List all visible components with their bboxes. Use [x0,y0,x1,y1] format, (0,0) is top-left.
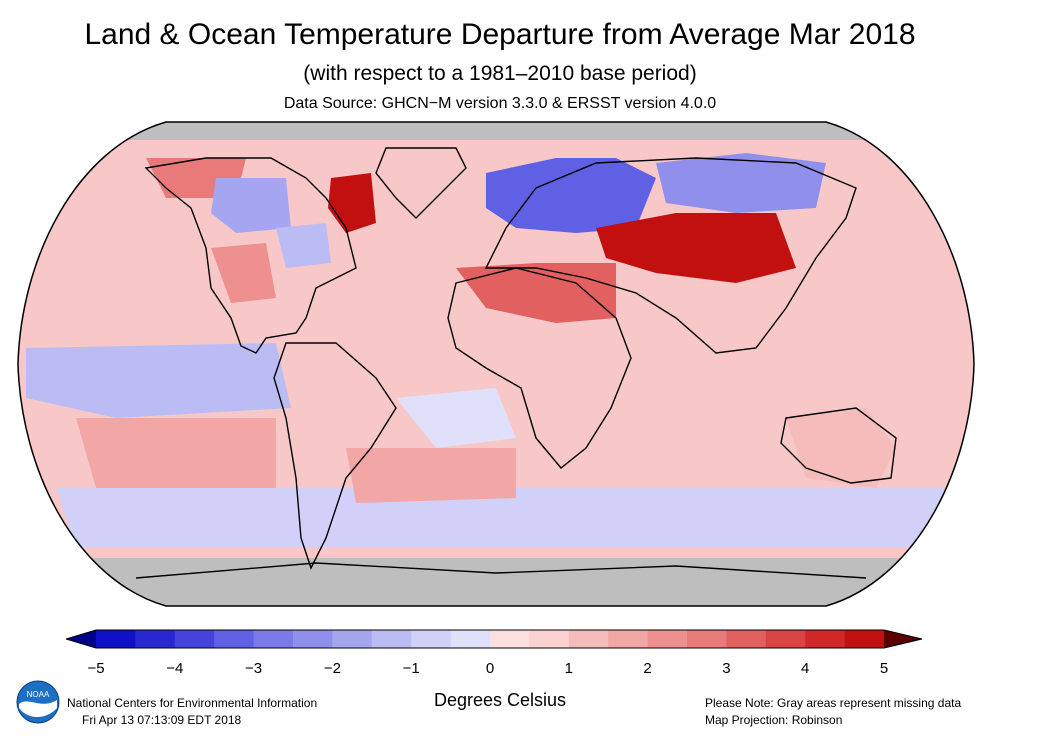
colorbar-cell [805,630,846,648]
map-frame [17,121,975,607]
colorbar-cell [490,630,530,648]
colorbar-cell [135,630,176,648]
world-map [17,121,975,607]
map-title: Land & Ocean Temperature Departure from … [84,18,916,51]
colorbar-tick-label: 3 [722,660,731,677]
colorbar-tick-label: −4 [166,660,184,677]
australia-outline [780,407,897,484]
map-subtitle: (with respect to a 1981–2010 base period… [303,62,697,85]
missing-antarctic [18,558,974,606]
projection-note: Map Projection: Robinson [705,713,843,727]
region-southeast-united-states-mexico [211,243,276,303]
colorbar-tick-label: −1 [402,660,420,677]
colorbar-under-arrow [66,630,96,648]
colorbar-tick-label: 1 [564,660,573,677]
colorbar-cell [765,630,806,648]
colorbar [66,629,923,649]
colorbar-cell [96,630,136,648]
region-central-canada [211,178,291,233]
colorbar-tick-label: 2 [643,660,652,677]
region-eastern-united-states [276,223,331,268]
region-australia [786,408,896,488]
colorbar-cell [371,630,412,648]
colorbar-tick-label: −3 [245,660,263,677]
timestamp: Fri Apr 13 07:13:09 EDT 2018 [82,713,242,727]
antarctica-outline [135,562,867,579]
colorbar-ticks: −5 −4 −3 −2 −1 0 1 2 3 4 5 [0,660,1052,680]
colorbar-over-arrow [884,630,922,648]
region-central-asia-mongolia [596,213,796,283]
colorbar-cell [568,630,609,648]
colorbar-cell [529,630,570,648]
colorbar-cell [450,630,491,648]
data-source: Data Source: GHCN−M version 3.3.0 & ERSS… [283,95,717,112]
colorbar-tick-label: 4 [801,660,810,677]
colorbar-tick-label: −2 [323,660,341,677]
africa-outline [447,267,632,469]
north-america-outline [144,157,357,354]
colorbar-cell [844,630,885,648]
org-name: National Centers for Environmental Infor… [67,696,318,710]
south-america-outline [273,342,397,570]
units-label: Degrees Celsius [433,690,567,710]
colorbar-cell [411,630,452,648]
colorbar-cell [293,630,333,648]
region-europe-western-russia [486,158,656,233]
missing-data-note: Please Note: Gray areas represent missin… [705,696,962,710]
logo-text: NOAA [27,690,50,699]
colorbar-cell [726,630,767,648]
colorbar-cell [332,630,373,648]
region-equatorial-east-pacific [26,343,291,418]
colorbar-cell [214,630,255,648]
colorbar-tick-label: 5 [879,660,889,677]
colorbar-cell [687,630,727,648]
region-north-africa-middle-east [456,263,616,323]
region-siberia [656,153,826,213]
colorbar-tick-label: −5 [87,660,105,677]
coastlines [135,147,897,579]
colorbar-cell [253,630,294,648]
region-south-pacific [76,418,276,488]
greenland-outline [375,147,467,219]
region-south-atlantic [346,448,516,503]
eurasia-outline [484,157,857,354]
colorbar-tick-label: 0 [485,660,495,677]
missing-arctic [18,122,974,140]
noaa-logo-icon: NOAA [16,680,60,724]
anomaly-regions [18,122,974,606]
colorbar-cell [647,630,688,648]
region-equatorial-atlantic [396,388,516,448]
colorbar-cell [608,630,649,648]
region-southern-ocean [56,488,956,548]
colorbar-cell [174,630,215,648]
